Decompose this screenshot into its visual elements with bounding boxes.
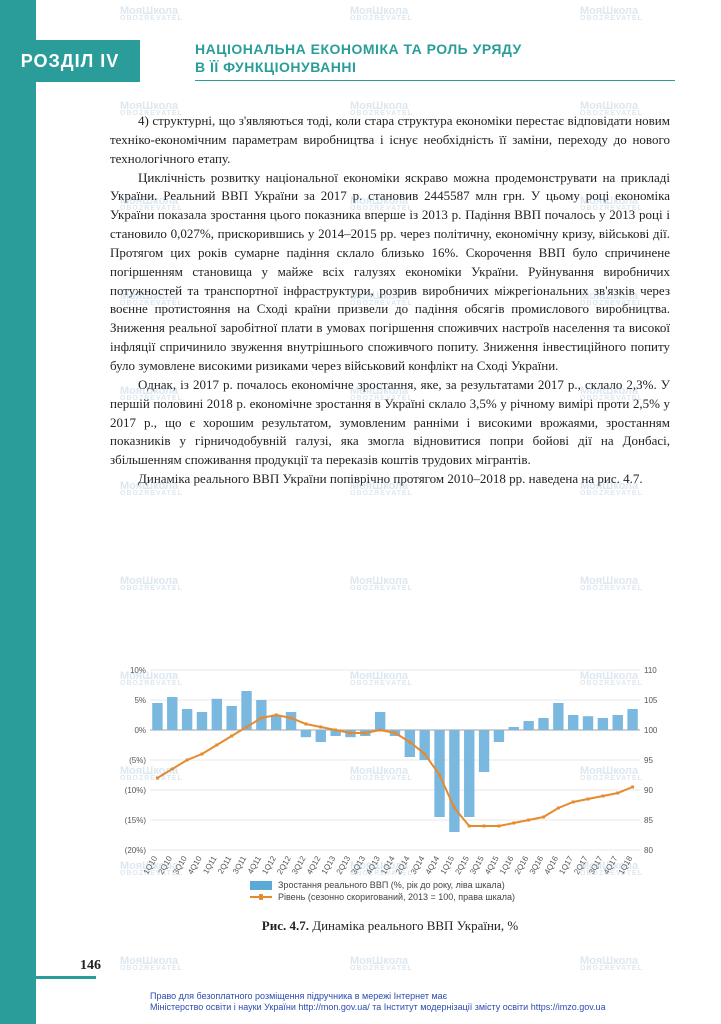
section-title: НАЦІОНАЛЬНА ЕКОНОМІКА ТА РОЛЬ УРЯДУ В ЇЇ… <box>195 40 675 76</box>
left-stripe <box>0 0 36 1024</box>
svg-text:5%: 5% <box>134 696 146 705</box>
svg-text:85: 85 <box>644 816 653 825</box>
page-number: 146 <box>80 958 101 974</box>
svg-text:1Q18: 1Q18 <box>617 854 635 876</box>
svg-text:1Q11: 1Q11 <box>201 854 219 875</box>
svg-text:100: 100 <box>644 726 658 735</box>
watermark: МояШколаOBOZREVATEL <box>120 575 183 592</box>
watermark: МояШколаOBOZREVATEL <box>580 955 643 972</box>
chart-svg: (20%) (15%) (10%) (5%) 0% 5% 10% 80 85 90 95 100 105… <box>110 660 670 880</box>
svg-text:80: 80 <box>644 846 653 855</box>
svg-text:90: 90 <box>644 786 653 795</box>
svg-text:(20%): (20%) <box>125 846 147 855</box>
caption-rest: Динаміка реального ВВП України, % <box>309 918 518 933</box>
legend-line-label: Рівень (сезонно скоригований, 2013 = 100… <box>278 892 515 902</box>
svg-text:(15%): (15%) <box>125 816 147 825</box>
footer-note: Право для безоплатного розміщення підруч… <box>150 991 670 1014</box>
gdp-chart: (20%) (15%) (10%) (5%) 0% 5% 10% 80 85 90 95 100 105… <box>110 660 670 880</box>
paragraph-2: Циклічність розвитку національної економ… <box>110 169 670 376</box>
svg-text:95: 95 <box>644 756 653 765</box>
paragraph-3: Однак, із 2017 р. почалось економічне зр… <box>110 376 670 470</box>
page-header: РОЗДІЛ IV НАЦІОНАЛЬНА ЕКОНОМІКА ТА РОЛЬ … <box>0 40 721 100</box>
section-title-line1: НАЦІОНАЛЬНА ЕКОНОМІКА ТА РОЛЬ УРЯДУ <box>195 41 522 57</box>
svg-text:105: 105 <box>644 696 658 705</box>
section-title-line2: В ЇЇ ФУНКЦІОНУВАННІ <box>195 59 356 75</box>
bottom-accent <box>36 976 96 979</box>
footer-line2: Міністерство освіти і науки України http… <box>150 1002 606 1012</box>
chart-legend: Зростання реального ВВП (%, рік до року,… <box>250 880 610 904</box>
watermark: МояШколаOBOZREVATEL <box>120 5 183 22</box>
watermark: МояШколаOBOZREVATEL <box>350 955 413 972</box>
legend-row-bar: Зростання реального ВВП (%, рік до року,… <box>250 880 610 890</box>
svg-text:110: 110 <box>644 666 657 675</box>
svg-text:0%: 0% <box>134 726 146 735</box>
watermark: МояШколаOBOZREVATEL <box>580 575 643 592</box>
watermark: МояШколаOBOZREVATEL <box>350 575 413 592</box>
svg-text:(10%): (10%) <box>125 786 147 795</box>
legend-swatch-bar <box>250 881 272 890</box>
watermark: МояШколаOBOZREVATEL <box>350 5 413 22</box>
svg-text:4Q10: 4Q10 <box>186 854 204 876</box>
footer-line1: Право для безоплатного розміщення підруч… <box>150 991 447 1001</box>
paragraph-1: 4) структурні, що з'являються тоді, коли… <box>110 112 670 169</box>
svg-text:3Q11: 3Q11 <box>231 854 249 875</box>
legend-swatch-line <box>250 896 272 898</box>
watermark: МояШколаOBOZREVATEL <box>580 5 643 22</box>
section-badge: РОЗДІЛ IV <box>0 40 140 82</box>
svg-text:2Q11: 2Q11 <box>216 854 234 875</box>
svg-text:(5%): (5%) <box>129 756 146 765</box>
legend-bar-label: Зростання реального ВВП (%, рік до року,… <box>278 880 505 890</box>
watermark: МояШколаOBOZREVATEL <box>120 955 183 972</box>
caption-bold: Рис. 4.7. <box>262 918 309 933</box>
legend-row-line: Рівень (сезонно скоригований, 2013 = 100… <box>250 892 610 902</box>
svg-text:10%: 10% <box>130 666 146 675</box>
paragraph-4: Динаміка реального ВВП України попіврічн… <box>110 470 670 489</box>
title-underline <box>195 80 675 81</box>
body-text: 4) структурні, що з'являються тоді, коли… <box>110 112 670 489</box>
chart-caption: Рис. 4.7. Динаміка реального ВВП України… <box>110 918 670 934</box>
